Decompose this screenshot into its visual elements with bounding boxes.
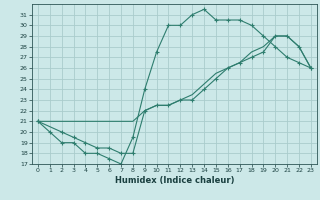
X-axis label: Humidex (Indice chaleur): Humidex (Indice chaleur) — [115, 176, 234, 185]
